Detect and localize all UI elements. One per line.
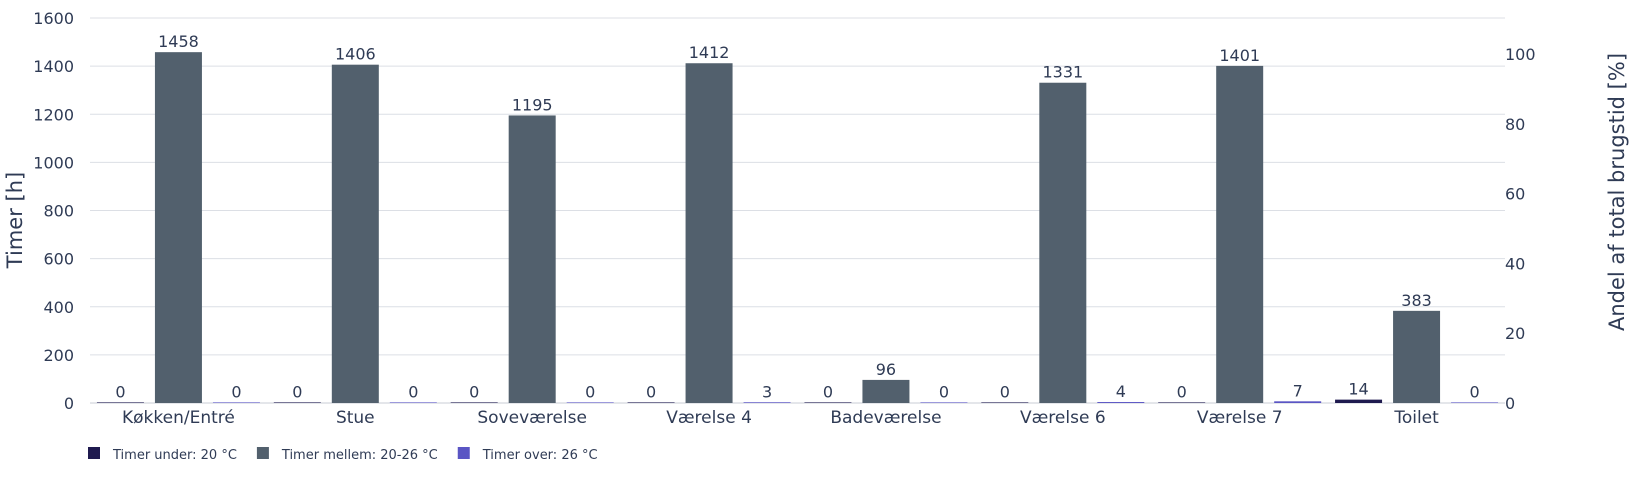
- legend-label: Timer mellem: 20-26 °C: [281, 448, 438, 463]
- x-tick-label: Værelse 7: [1197, 408, 1283, 428]
- y-tick-label: 800: [43, 202, 74, 221]
- bar: [1451, 402, 1499, 403]
- legend-label: Timer under: 20 °C: [112, 448, 237, 463]
- value-labels: 0 1458 0 0 1406 0 0 1195 0 0 1412 3 0 96 0 0 1331 4 0 1401 7…: [115, 32, 1479, 401]
- data-label: 3: [762, 382, 772, 401]
- bar: [1158, 402, 1206, 403]
- bar: [1274, 401, 1322, 403]
- bar: [96, 402, 144, 403]
- data-label: 0: [646, 382, 656, 401]
- data-label: 7: [1293, 381, 1303, 400]
- y-axis-left: Timer [h] 0 200 400 600 800 1000 1200 1400 1600: [3, 9, 74, 413]
- data-label: 0: [939, 382, 949, 401]
- bar: [331, 64, 379, 404]
- data-label: 0: [823, 382, 833, 401]
- data-label: 0: [408, 382, 418, 401]
- bar: [508, 115, 556, 403]
- bar: [1335, 399, 1383, 403]
- data-label: 0: [1177, 382, 1187, 401]
- data-label: 0: [231, 382, 241, 401]
- y2-axis-title: Andel af total brugstid [%]: [1605, 53, 1629, 331]
- bar: [981, 402, 1029, 403]
- y-tick-label: 1200: [33, 105, 74, 124]
- bars: [96, 52, 1499, 404]
- y2-tick-label: 20: [1505, 324, 1525, 343]
- y-tick-label: 0: [64, 394, 74, 413]
- bar: [212, 402, 260, 403]
- data-label: 0: [1000, 382, 1010, 401]
- y2-tick-label: 0: [1505, 394, 1515, 413]
- data-label: 1412: [689, 43, 730, 62]
- legend-label: Timer over: 26 °C: [482, 448, 598, 463]
- bar: [743, 402, 791, 403]
- data-label: 0: [585, 382, 595, 401]
- bar: [627, 402, 675, 403]
- x-tick-label: Værelse 6: [1020, 408, 1106, 428]
- y-tick-label: 1400: [33, 57, 74, 76]
- data-label: 1458: [158, 32, 199, 51]
- data-label: 14: [1348, 380, 1368, 399]
- y-tick-label: 200: [43, 346, 74, 365]
- data-label: 1331: [1042, 63, 1083, 82]
- data-label: 0: [115, 382, 125, 401]
- legend-swatch: [256, 447, 269, 459]
- legend-swatch: [457, 447, 470, 459]
- bar: [1097, 402, 1145, 403]
- x-tick-label: Toilet: [1393, 408, 1439, 428]
- data-label: 4: [1116, 382, 1126, 401]
- y2-tick-label: 100: [1505, 45, 1536, 64]
- legend: Timer under: 20 °C Timer mellem: 20-26 °C…: [88, 447, 598, 463]
- bar: [920, 402, 968, 403]
- bar: [862, 379, 910, 403]
- bar: [566, 402, 614, 403]
- data-label: 96: [876, 360, 896, 379]
- bar: [804, 402, 852, 403]
- x-axis: Køkken/Entré Stue Soveværelse Værelse 4 Bade…: [122, 408, 1439, 428]
- bar: [154, 52, 202, 403]
- data-label: 0: [1469, 382, 1479, 401]
- gridlines: [90, 17, 1505, 404]
- legend-swatch: [88, 447, 100, 459]
- data-label: 1195: [512, 95, 553, 114]
- data-label: 1406: [335, 45, 376, 64]
- bar: [1216, 65, 1264, 404]
- data-label: 0: [469, 382, 479, 401]
- y-tick-label: 1600: [33, 9, 74, 28]
- bar: [450, 402, 498, 403]
- x-tick-label: Køkken/Entré: [122, 408, 235, 428]
- bar: [1039, 82, 1087, 404]
- x-tick-label: Værelse 4: [666, 408, 752, 428]
- y-tick-label: 400: [43, 298, 74, 317]
- bar: [389, 402, 437, 403]
- y-axis-right: Andel af total brugstid [%] 0 20 40 60 80 100: [1505, 45, 1629, 413]
- x-tick-label: Badeværelse: [830, 408, 941, 428]
- bar: [685, 63, 733, 404]
- y-axis-title: Timer [h]: [3, 172, 27, 269]
- y-tick-label: 1000: [33, 153, 74, 172]
- y2-tick-label: 80: [1505, 115, 1525, 134]
- bar: [1393, 310, 1441, 403]
- y2-tick-label: 60: [1505, 185, 1525, 204]
- bar: [273, 402, 321, 403]
- data-label: 0: [292, 382, 302, 401]
- y-tick-label: 600: [43, 250, 74, 269]
- x-tick-label: Soveværelse: [477, 408, 587, 428]
- y2-tick-label: 40: [1505, 254, 1525, 273]
- data-label: 1401: [1219, 46, 1260, 65]
- data-label: 383: [1401, 291, 1432, 310]
- x-tick-label: Stue: [336, 408, 375, 428]
